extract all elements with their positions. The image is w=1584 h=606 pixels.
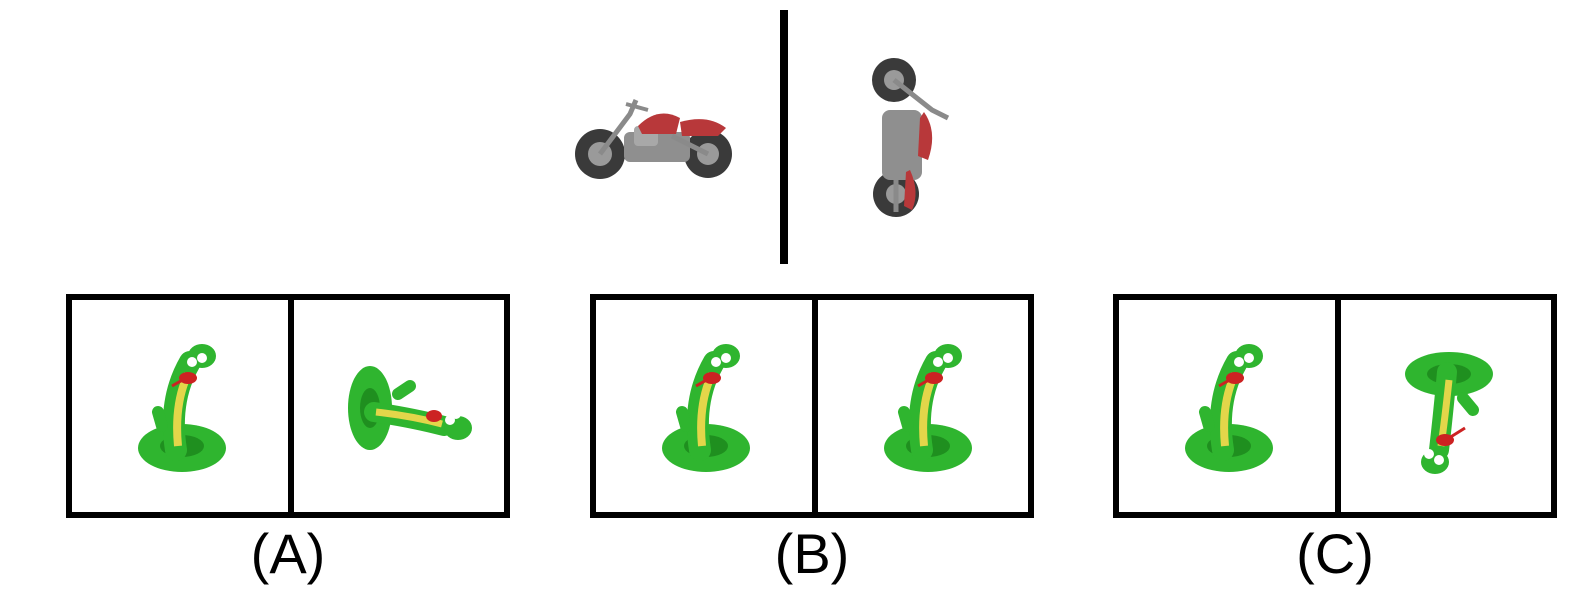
option-b-left-panel bbox=[596, 300, 812, 512]
option-b-right-panel bbox=[818, 300, 1034, 512]
option-b-divider bbox=[812, 300, 818, 512]
option-a-box[interactable] bbox=[66, 294, 510, 518]
option-c-left-panel bbox=[1119, 300, 1335, 512]
option-b-box[interactable] bbox=[590, 294, 1034, 518]
option-a-divider bbox=[288, 300, 294, 512]
option-a-label: (A) bbox=[250, 522, 326, 585]
option-c-divider bbox=[1335, 300, 1341, 512]
option-a-left-panel bbox=[72, 300, 288, 512]
option-b-label: (B) bbox=[774, 522, 850, 585]
option-c-label: (C) bbox=[1296, 522, 1374, 585]
option-c-right-panel bbox=[1341, 300, 1557, 512]
option-a-right-panel bbox=[294, 300, 510, 512]
reference-motorcycle-left bbox=[568, 86, 738, 186]
reference-motorcycle-right bbox=[862, 52, 962, 222]
reference-divider bbox=[780, 10, 788, 264]
option-c-box[interactable] bbox=[1113, 294, 1557, 518]
